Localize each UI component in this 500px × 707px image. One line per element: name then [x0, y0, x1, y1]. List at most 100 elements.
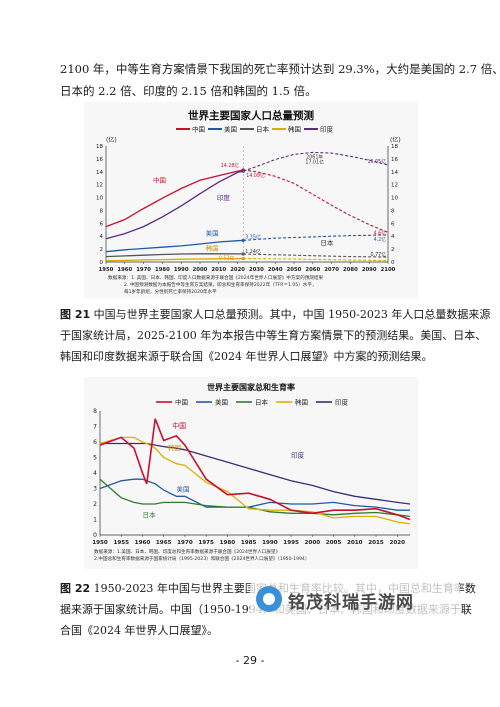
series-line-projection [243, 169, 389, 233]
y-tick-label: 4 [93, 470, 97, 477]
y-tick-label-left: 8 [100, 208, 104, 214]
x-tick-label: 2030 [249, 267, 264, 273]
series-point-2023 [241, 238, 245, 243]
y-tick-label-left: 4 [100, 234, 104, 240]
y-tick-label: 6 [93, 439, 97, 446]
y-tick-label-right: 16 [391, 157, 398, 163]
x-tick-label: 1980 [155, 267, 170, 273]
y-tick-label-left: 14 [96, 170, 103, 176]
note-line: 数据来源：1. 美国、日本、韩国、印度人口数据来源于联合国《2024年世界人口展… [108, 274, 323, 281]
korea-2023-value: 0.52亿 [219, 255, 235, 262]
y-tick-label: 0 [93, 532, 97, 539]
usa-line-label: 美国 [176, 485, 189, 494]
x-tick-label: 1960 [117, 267, 132, 273]
legend-label: 印度 [320, 125, 334, 134]
japan-2100-value: 0.77亿 [371, 251, 387, 258]
legend-label: 美国 [224, 125, 237, 134]
x-tick-label: 1955 [113, 540, 129, 546]
y-tick-label-right: 2 [391, 247, 395, 253]
y-tick-label-right: 0 [391, 260, 395, 266]
x-tick-label: 2020 [230, 267, 245, 273]
series-line-historical [105, 239, 244, 253]
x-tick-label: 1950 [92, 540, 108, 546]
watermark-text: 铭茂科瑞手游网 [288, 593, 414, 613]
x-tick-label: 1965 [156, 540, 172, 546]
x-tick-label: 2020 [389, 540, 405, 546]
figure21-caption: 图 21 中国与世界主要国家人口总量预测。其中，中国 1950-2023 年人口… [60, 304, 490, 367]
korea-line-label: 韩国 [206, 243, 219, 252]
series-line [99, 478, 411, 518]
india-2023-value: 14.09亿 [246, 172, 265, 179]
x-tick-label: 2090 [362, 267, 377, 273]
y-tick-label-left: 16 [96, 157, 103, 163]
usa-2023-value: 3.35亿 [245, 233, 261, 240]
legend-label: 日本 [255, 398, 269, 407]
caption-line: 于国家统计局，2025-2100 年为本报告中等生育方案情景下的预测结果。美国、… [60, 329, 487, 342]
series-line [99, 418, 411, 521]
x-tick-label: 2100 [381, 267, 396, 273]
y-tick-label-left: 2 [100, 247, 104, 253]
y-tick-label-right: 14 [391, 170, 398, 176]
india-line-label: 印度 [217, 193, 231, 202]
india-2100-value: 15.05亿 [367, 158, 386, 165]
legend-label: 中国 [192, 125, 205, 134]
chart-title: 世界主要国家人口总量预测 [188, 109, 314, 122]
y-tick-label: 5 [93, 455, 97, 462]
y-tick-label-right: 18 [391, 144, 398, 150]
chart-axes: 0 0 2 2 4 4 6 6 8 8 10 10 12 12 14 14 16 16 18 18 1950 1960 19… [96, 144, 398, 273]
series-line [100, 442, 411, 505]
paragraph-line: 2100 年，中等生育方案情景下我国的死亡率预计达到 29.3%，大约是美国的 … [60, 62, 500, 76]
japan-2023-value: 1.24亿 [245, 248, 261, 255]
x-tick-label: 2005 [326, 540, 342, 546]
watermark-logo-icon [256, 586, 282, 612]
left-unit-label: (亿) [106, 136, 117, 144]
legend-label: 印度 [335, 398, 349, 407]
china-2023-value: 14.28亿 [221, 162, 240, 169]
china-line-label: 中国 [153, 176, 166, 185]
note-line: 2.中国总和生育率数据来源于国家统计局（1995-2023）和联合国《2024世… [94, 555, 309, 562]
paragraph-line: 日本的 2.2 倍、印度的 2.15 倍和韩国的 1.5 倍。 [60, 84, 317, 98]
chart-legend: 中国 美国 日本 韩国 印度 [156, 398, 349, 407]
y-tick-label-left: 10 [96, 196, 103, 202]
chart-title: 世界主要国家总和生育率 [207, 382, 295, 392]
note-line: 数据来源：1.美国、日本、韩国、印度总和生育率数据来源于联合国《2024世界人口… [94, 548, 280, 555]
china-line-label: 中国 [172, 421, 186, 430]
y-tick-label-right: 8 [391, 208, 395, 214]
x-tick-label: 2060 [305, 267, 320, 273]
japan-line-label: 日本 [320, 238, 334, 247]
series-line-historical [105, 170, 244, 240]
chart-notes: 数据来源：1. 美国、日本、韩国、印度人口数据来源于联合国《2024年世界人口展… [108, 274, 323, 295]
india-peak-value: 17.01亿 [305, 158, 324, 165]
y-tick-label: 3 [93, 486, 97, 493]
chart-axes: 0 1 2 3 4 5 6 7 8 1950 1955 1960 1965 1970 1975 1980 198… [92, 408, 410, 546]
top-paragraph: 2100 年，中等生育方案情景下我国的死亡率预计达到 29.3%，大约是美国的 … [60, 58, 500, 102]
legend-label: 韩国 [288, 125, 301, 134]
x-tick-label: 1990 [174, 267, 189, 273]
usa-2100-value: 4.2亿 [374, 236, 387, 243]
series-line-historical [105, 257, 244, 262]
caption-text: 中国与世界主要国家人口总量预测。其中，中国 1950-2023 年人口总量数据来… [90, 308, 491, 321]
y-tick-label: 2 [93, 501, 97, 508]
y-tick-label-left: 12 [96, 183, 103, 189]
x-tick-label: 1975 [198, 540, 214, 546]
series-line-projection [243, 234, 389, 241]
population-chart: 世界主要国家人口总量预测 中国 美国 日本 韩国 印度 (亿) (亿) 0 02 24 46 6… [96, 109, 401, 295]
series-line [99, 478, 410, 511]
y-tick-label-right: 4 [391, 234, 395, 240]
x-tick-label: 1970 [136, 267, 151, 273]
watermark: 铭茂科瑞手游网 [250, 582, 460, 616]
legend-label: 韩国 [295, 398, 308, 407]
korea-line-label: 韩国 [168, 443, 181, 452]
caption-line: 图 21 中国与世界主要国家人口总量预测。其中，中国 1950-2023 年人口… [60, 304, 490, 325]
x-tick-label: 1985 [241, 540, 257, 546]
y-tick-label-right: 10 [391, 196, 398, 202]
note-line: 每1岁年龄组，分性别死亡率保持2020年水平 [124, 288, 217, 295]
x-tick-label: 2080 [343, 267, 358, 273]
x-tick-label: 2000 [305, 540, 321, 546]
x-tick-label: 2010 [211, 267, 226, 273]
x-tick-label: 1990 [262, 540, 278, 546]
